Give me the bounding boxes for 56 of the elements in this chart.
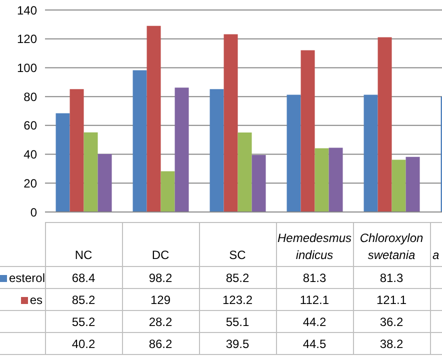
bar xyxy=(238,132,252,212)
bar xyxy=(224,34,238,212)
data-label: 129 xyxy=(122,288,199,310)
data-label: 112.1 xyxy=(276,288,353,310)
bar xyxy=(392,160,406,212)
bar xyxy=(328,148,343,212)
legend-label: es xyxy=(0,288,45,310)
data-label: 39.5 xyxy=(199,332,276,354)
bar xyxy=(252,155,266,212)
legend-label: esterol xyxy=(0,266,46,288)
data-label: 55.2 xyxy=(45,310,122,332)
data-label: 81.3 xyxy=(353,266,430,288)
data-label: 36.2 xyxy=(353,310,430,332)
data-label: 40.2 xyxy=(45,332,122,354)
data-label: 86.2 xyxy=(122,332,199,354)
bar xyxy=(132,70,147,212)
bar xyxy=(210,89,224,212)
data-label: 44.5 xyxy=(276,332,353,354)
data-label: 121.1 xyxy=(353,288,430,310)
bar xyxy=(56,113,70,212)
x-tick-label: Hemedesmus indicus xyxy=(276,222,353,266)
data-label: 55.1 xyxy=(199,310,276,332)
data-label: 81.3 xyxy=(276,266,353,288)
y-tick-label: 0 xyxy=(30,205,38,220)
x-tick-label: SC xyxy=(199,222,276,266)
bar xyxy=(84,132,98,212)
bar xyxy=(98,154,112,212)
data-label: 38.2 xyxy=(353,332,430,354)
y-tick-label: 60 xyxy=(24,118,38,133)
x-tick-label: NC xyxy=(45,222,122,266)
bar xyxy=(314,148,329,212)
bar xyxy=(406,156,420,212)
data-label: 85.2 xyxy=(45,288,122,310)
y-tick-label: 100 xyxy=(16,60,38,75)
x-tick-label: a xyxy=(430,222,442,266)
bar xyxy=(146,26,161,212)
data-label: 85.2 xyxy=(199,266,276,288)
y-tick-label: 140 xyxy=(16,3,38,18)
bar xyxy=(174,88,189,212)
y-tick-label: 40 xyxy=(24,148,38,162)
x-tick-label: DC xyxy=(122,222,199,266)
y-tick-label: 20 xyxy=(24,176,38,190)
bar xyxy=(364,94,378,212)
bar xyxy=(160,171,175,212)
data-label: 28.2 xyxy=(122,310,199,332)
data-label: 44.2 xyxy=(276,310,353,332)
y-tick-label: 120 xyxy=(16,32,38,46)
bar xyxy=(70,89,84,212)
bar xyxy=(300,50,315,212)
data-label: 123.2 xyxy=(199,288,276,310)
bar xyxy=(286,94,301,212)
x-tick-label: Chloroxylon swetania xyxy=(353,222,430,266)
data-label: 98.2 xyxy=(122,266,199,288)
bar xyxy=(378,37,392,212)
data-label: 68.4 xyxy=(45,266,122,288)
y-tick-label: 80 xyxy=(24,90,38,104)
